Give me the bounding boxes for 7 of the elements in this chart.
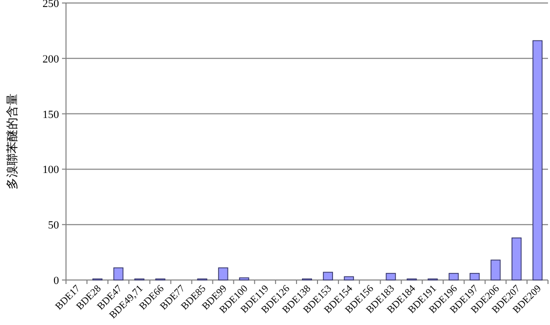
y-tick-label: 0 <box>54 275 60 287</box>
y-tick-label: 50 <box>48 220 60 232</box>
y-tick-label: 100 <box>42 164 60 176</box>
y-tick-label: 200 <box>42 53 60 66</box>
y-tick-label: 250 <box>42 0 60 10</box>
y-axis-title: 多溴聯苯醚的含量 <box>5 94 19 190</box>
y-tick-label: 150 <box>42 108 60 121</box>
